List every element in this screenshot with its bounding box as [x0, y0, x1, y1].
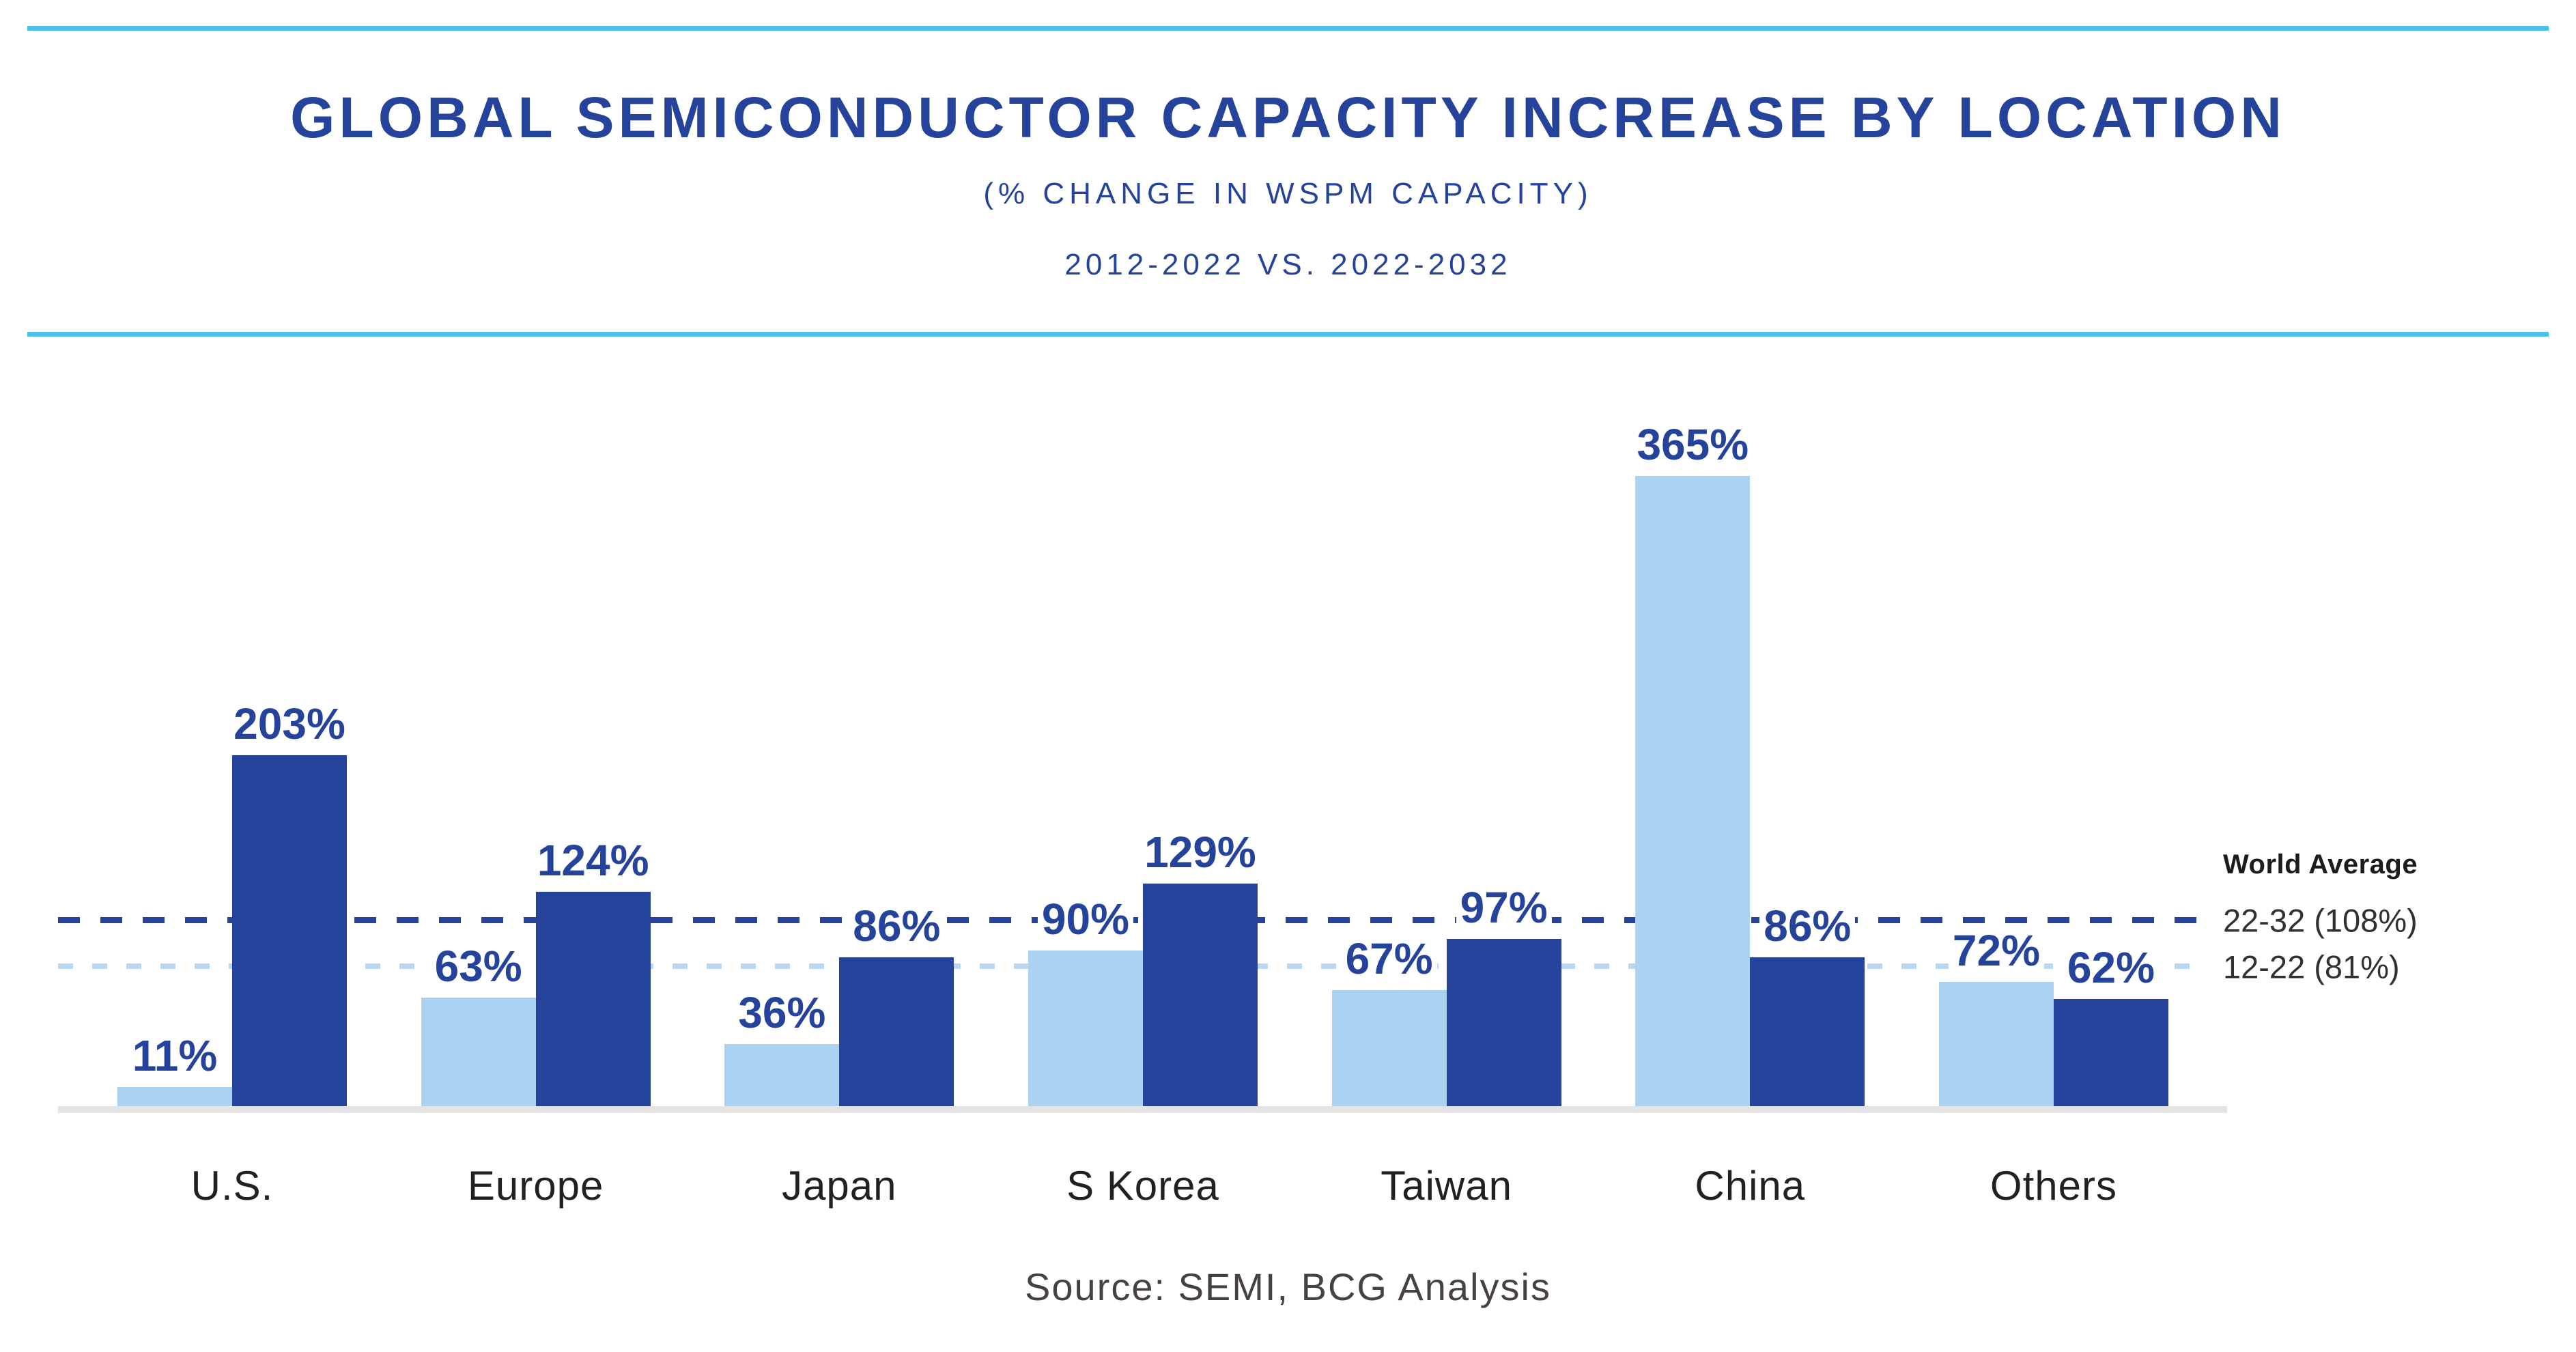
bar-group-japan: 36% 86%: [724, 904, 954, 1106]
bar-col: 62%: [2053, 946, 2168, 1106]
bar-group-europe: 63% 124%: [421, 839, 653, 1106]
bar-value-label: 203%: [229, 702, 350, 746]
bar-value-label: 36%: [734, 991, 830, 1034]
bar-value-label: 63%: [430, 944, 526, 988]
bar-12-22: 72%: [1938, 929, 2054, 1106]
bar-col: 67%: [1331, 937, 1447, 1106]
bar-col: 86%: [1750, 904, 1865, 1106]
bar-col: 90%: [1028, 897, 1143, 1106]
bar-value-label: 11%: [128, 1034, 222, 1078]
bar-value-label: 72%: [1948, 929, 2044, 972]
category-label: China: [1695, 1163, 1806, 1209]
bar-12-22: 67%: [1331, 937, 1447, 1106]
world-average-heading: World Average: [2223, 849, 2418, 879]
category-label: U.S.: [190, 1163, 274, 1209]
source-note: Source: SEMI, BCG Analysis: [1025, 1265, 1551, 1308]
bar-col: 124%: [533, 839, 653, 1106]
bar-col: 86%: [839, 904, 954, 1106]
chart-title: GLOBAL SEMICONDUCTOR CAPACITY INCREASE B…: [290, 85, 2286, 150]
bar-value-label: 124%: [533, 839, 653, 882]
bar-value-label: 365%: [1632, 423, 1753, 466]
category-label: Japan: [782, 1163, 897, 1209]
bar-12-22: 11%: [117, 1034, 232, 1106]
bar-22-32: 97%: [1446, 886, 1561, 1106]
bar-col: 203%: [229, 702, 350, 1106]
bar-group-china: 365% 86%: [1632, 423, 1865, 1106]
bar-22-32: 203%: [229, 702, 350, 1106]
bar-col: 129%: [1140, 830, 1260, 1106]
category-label: Europe: [467, 1163, 604, 1209]
bar-col: 365%: [1632, 423, 1753, 1106]
bar-12-22: 365%: [1632, 423, 1753, 1106]
bar-value-label: 86%: [1759, 904, 1856, 948]
world-average-label: 22-32 (108%): [2223, 902, 2418, 939]
bar-col: 36%: [724, 991, 840, 1106]
bar-group-s-korea: 90% 129%: [1028, 830, 1260, 1106]
bar-group-taiwan: 67% 97%: [1331, 886, 1561, 1106]
bar-group-others: 72% 62%: [1938, 929, 2168, 1106]
bar-col: 97%: [1446, 886, 1561, 1106]
chart-subtitle: (% CHANGE IN WSPM CAPACITY): [983, 177, 1593, 210]
x-axis-baseline: [58, 1106, 2227, 1113]
top-divider-rule: [27, 26, 2549, 31]
bar-value-label: 90%: [1037, 897, 1134, 941]
bar-value-label: 62%: [2063, 946, 2159, 989]
category-label: Others: [1990, 1163, 2117, 1209]
category-labels-row: U.S. Europe Japan S Korea Taiwan China Others: [117, 1162, 2168, 1209]
chart-period-subtitle: 2012-2022 VS. 2022-2032: [1064, 248, 1512, 281]
bar-groups-row: 11% 203% 63% 124% 36% 86% 90% 129% 67% 97% 365% 86%…: [117, 410, 2168, 1106]
category-label: Taiwan: [1381, 1163, 1513, 1209]
category-label: S Korea: [1066, 1163, 1219, 1209]
bar-22-32: 86%: [839, 904, 954, 1106]
bar-12-22: 63%: [421, 944, 536, 1106]
bar-22-32: 62%: [2053, 946, 2168, 1106]
bar-12-22: 36%: [724, 991, 840, 1106]
bar-value-label: 67%: [1341, 937, 1437, 981]
bar-col: 63%: [421, 944, 536, 1106]
bar-col: 72%: [1938, 929, 2054, 1106]
bar-22-32: 129%: [1140, 830, 1260, 1106]
bar-12-22: 90%: [1028, 897, 1143, 1106]
world-average-label: 12-22 (81%): [2223, 948, 2400, 985]
bar-value-label: 97%: [1456, 886, 1552, 929]
bar-value-label: 86%: [849, 904, 945, 948]
header-divider-rule: [27, 332, 2549, 337]
bar-col: 11%: [117, 1034, 232, 1106]
bar-22-32: 124%: [533, 839, 653, 1106]
bar-22-32: 86%: [1750, 904, 1865, 1106]
bar-value-label: 129%: [1140, 830, 1260, 874]
bar-group-u-s-: 11% 203%: [117, 702, 350, 1106]
